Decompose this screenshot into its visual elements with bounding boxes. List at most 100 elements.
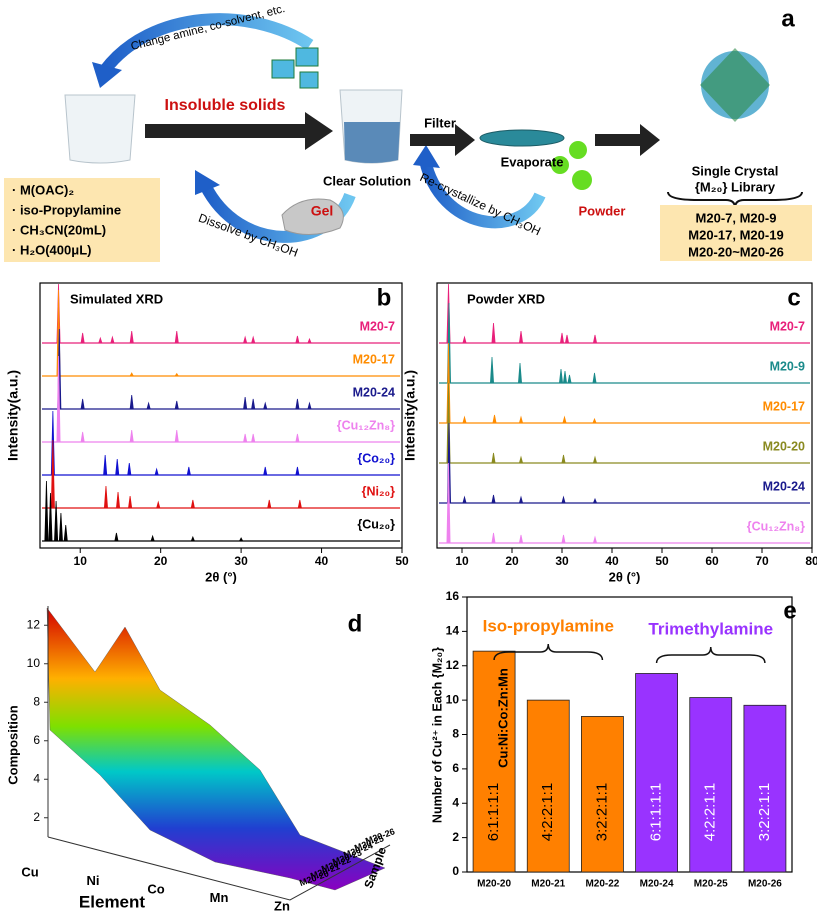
chart-title: Powder XRD — [467, 291, 545, 306]
peak — [174, 429, 179, 443]
x-tick-label: 70 — [755, 554, 769, 568]
clump — [572, 170, 592, 190]
panel-label: a — [781, 5, 795, 32]
group-label: Trimethylamine — [648, 619, 773, 638]
peak — [592, 417, 597, 424]
library-list: M20-7, M20-9 M20-17, M20-19 M20-20~M20-26 — [688, 210, 784, 259]
peak — [80, 398, 85, 410]
x-axis-label: 2θ (°) — [609, 569, 641, 584]
process-label: Powder — [579, 203, 626, 218]
peak — [491, 452, 496, 464]
surface-panel: 24681012CuNiCoMnZnM20-20M20-21M20-22M20-… — [5, 606, 396, 913]
peak — [243, 335, 248, 344]
process-label: Evaporate — [501, 154, 564, 169]
library-item: M20-17, M20-19 — [688, 227, 783, 242]
peak — [295, 466, 300, 476]
cluster — [700, 48, 770, 122]
peak — [517, 362, 523, 384]
peak — [154, 467, 159, 476]
peak — [462, 495, 467, 504]
plot-frame — [436, 282, 813, 549]
library-item: M20-20~M20-26 — [688, 244, 784, 259]
arrow-head — [195, 170, 220, 195]
legend-label: M20-7 — [360, 319, 395, 333]
arrow-top — [100, 13, 314, 74]
x-tick-label: M20-21 — [531, 879, 565, 890]
x-tick-label: 80 — [805, 554, 817, 568]
legend-label: M20-9 — [770, 359, 805, 373]
peak — [190, 499, 195, 509]
panel-label: c — [787, 284, 800, 311]
powder-clumps — [551, 141, 592, 190]
peak — [462, 415, 467, 424]
peak — [186, 466, 191, 476]
process-label: Clear Solution — [323, 173, 411, 188]
peak — [129, 429, 134, 443]
peak — [592, 334, 598, 344]
value-label: 4:2:2:1:1 — [702, 783, 719, 841]
value-label: 3:2:2:1:1 — [756, 783, 773, 841]
z-axis-label: Composition — [5, 705, 20, 784]
peak — [251, 398, 256, 410]
peak — [48, 492, 53, 542]
peak — [103, 454, 108, 476]
plot-frame — [39, 282, 403, 549]
x-tick-label: M20-24 — [640, 879, 674, 890]
y-tick-label: 10 — [446, 692, 460, 706]
legend-label: {Cu₁₂Zn₈} — [747, 519, 805, 533]
cluster-shell — [700, 48, 770, 122]
peak — [174, 400, 179, 410]
peak — [150, 534, 155, 542]
x-tick-label: M20-20 — [477, 879, 511, 890]
y-tick-label: 14 — [446, 624, 460, 638]
x-tick-label: Ni — [87, 873, 100, 888]
peak — [592, 455, 598, 464]
peak — [44, 480, 49, 542]
reagent: · iso-Propylamine — [12, 202, 121, 217]
arrow-label: Re-crystallize by CH₃OH — [418, 170, 543, 238]
process-label: Filter — [424, 115, 456, 130]
peak — [251, 433, 256, 443]
peak — [50, 439, 55, 509]
peak — [127, 462, 132, 476]
x-tick-label: Cu — [21, 864, 38, 879]
y-tick-label: 8 — [452, 727, 459, 741]
bar — [581, 716, 624, 873]
legend-label: {Ni₂₀} — [362, 484, 396, 498]
arrow-head — [92, 62, 122, 88]
chart-title: Simulated XRD — [70, 291, 163, 306]
y-tick-label: 16 — [446, 589, 460, 603]
clump — [551, 156, 569, 174]
arrow-recrystallize — [419, 158, 546, 229]
peak — [491, 532, 496, 544]
peak — [518, 534, 524, 544]
peak — [561, 495, 566, 504]
legend-label: M20-17 — [763, 399, 805, 413]
bar — [689, 697, 733, 873]
peak — [190, 535, 196, 542]
value-label: 3:2:2:1:1 — [593, 783, 610, 841]
y-tick-label: 0 — [452, 864, 459, 878]
ratio-order: Cu:Ni:Co:Zn:Mn — [496, 668, 511, 768]
peak — [63, 524, 68, 542]
peak — [115, 491, 121, 509]
value-label: 6:1:1:1:1 — [485, 783, 502, 841]
legend-label: M20-24 — [353, 385, 395, 399]
peak — [561, 454, 566, 464]
legend-label: M20-24 — [763, 479, 805, 493]
peak — [103, 485, 108, 509]
bar — [743, 704, 787, 873]
reagent: · CH₃CN(20mL) — [12, 222, 106, 237]
peak — [129, 394, 134, 410]
solution — [344, 122, 400, 163]
peak — [592, 497, 598, 504]
bar-panel: 0 2 4 6 8 10 12 14 16 Number of Cu²⁺ in Each {M₂₀… — [430, 589, 796, 889]
legend-label: {Cu₂₀} — [357, 517, 395, 531]
group-label: Iso-propylamine — [483, 616, 614, 635]
peak — [518, 455, 524, 464]
peak — [307, 337, 312, 344]
peak — [295, 398, 300, 410]
x-tick-label: 50 — [395, 554, 409, 568]
